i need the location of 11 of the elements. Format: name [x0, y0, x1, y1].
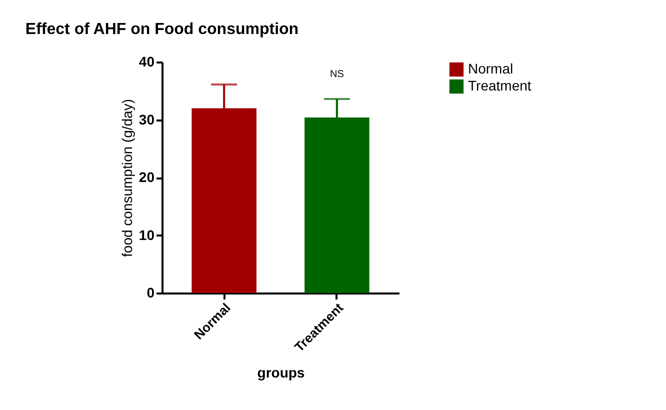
chart-title: Effect of AHF on Food consumption — [25, 21, 299, 38]
annotation: NS — [330, 69, 344, 80]
y-tick-label: 40 — [138, 54, 155, 70]
legend-label: Treatment — [468, 78, 532, 94]
y-tick-label: 20 — [138, 169, 155, 185]
y-tick-label: 30 — [138, 111, 155, 128]
y-tick-label: 10 — [138, 226, 155, 243]
y-axis-title: food consumption (g/day) — [118, 99, 135, 257]
legend-label: Normal — [468, 60, 514, 76]
y-tick-label: 0 — [146, 284, 155, 300]
x-axis-title: groups — [257, 364, 305, 381]
